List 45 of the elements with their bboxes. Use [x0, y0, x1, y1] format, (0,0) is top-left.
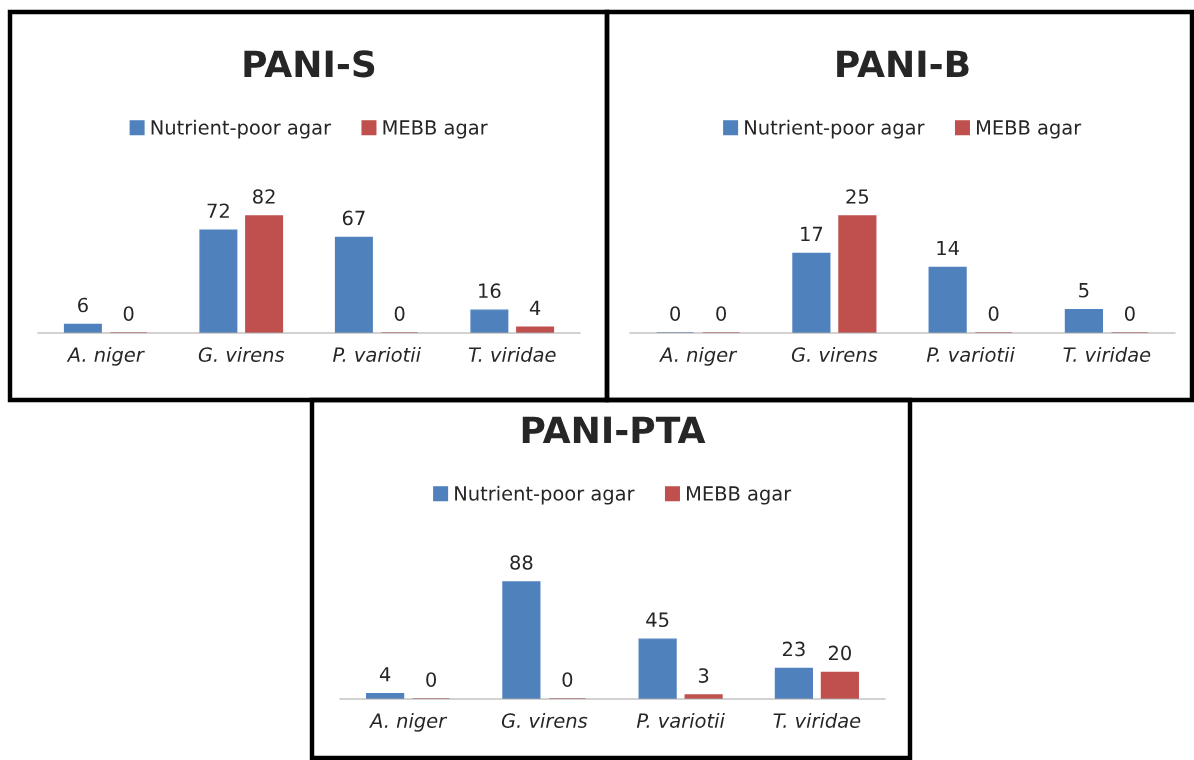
- data-label: 0: [562, 672, 573, 687]
- data-label: 3: [698, 668, 709, 683]
- data-label: 0: [670, 306, 681, 321]
- legend-label: Nutrient-poor agar: [455, 485, 635, 505]
- data-label: 0: [716, 306, 727, 321]
- legend-label: Nutrient-poor agar: [151, 119, 332, 139]
- legend-label: Nutrient-poor agar: [745, 119, 925, 139]
- chart-title: PANI-PTA: [522, 416, 706, 443]
- x-tick-label: G. virens: [791, 346, 878, 362]
- data-label: 0: [1124, 306, 1135, 321]
- data-label: 67: [342, 210, 365, 226]
- data-label: 0: [123, 306, 134, 321]
- data-label: 25: [846, 189, 869, 204]
- legend-label: MEBB agar: [977, 120, 1082, 139]
- x-tick-label: P. variotii: [926, 346, 1015, 362]
- data-label: 14: [937, 240, 959, 256]
- x-tick-label: T. viridae: [468, 346, 556, 362]
- data-label: 5: [1079, 283, 1089, 298]
- x-tick-label: P. variotii: [636, 712, 725, 728]
- data-label: 45: [646, 612, 669, 628]
- data-label: 4: [529, 300, 541, 315]
- x-tick-label: P. variotii: [333, 346, 421, 362]
- x-tick-label: T. viridae: [1063, 346, 1151, 362]
- data-label: 23: [782, 641, 805, 657]
- x-tick-label: A. niger: [369, 712, 448, 732]
- x-tick-label: G. virens: [198, 346, 285, 362]
- data-label: 20: [828, 645, 851, 661]
- data-label: 82: [253, 189, 275, 204]
- data-label: 17: [801, 226, 823, 242]
- chart-title: PANI-B: [837, 50, 969, 77]
- x-tick-label: G. virens: [501, 712, 588, 728]
- x-tick-label: A. niger: [66, 346, 145, 366]
- x-tick-label: A. niger: [659, 346, 738, 366]
- data-label: 16: [479, 283, 501, 299]
- legend-label: MEBB agar: [383, 120, 488, 139]
- data-label: 88: [510, 555, 533, 570]
- data-label: 4: [379, 667, 391, 682]
- data-label: 0: [426, 672, 437, 687]
- x-tick-label: T. viridae: [773, 712, 861, 728]
- data-label: 0: [394, 306, 405, 321]
- data-label: 0: [988, 306, 999, 321]
- data-label: 72: [207, 203, 229, 218]
- chart-title: PANI-S: [244, 50, 375, 78]
- data-label: 6: [78, 297, 88, 313]
- legend-label: MEBB agar: [687, 486, 792, 505]
